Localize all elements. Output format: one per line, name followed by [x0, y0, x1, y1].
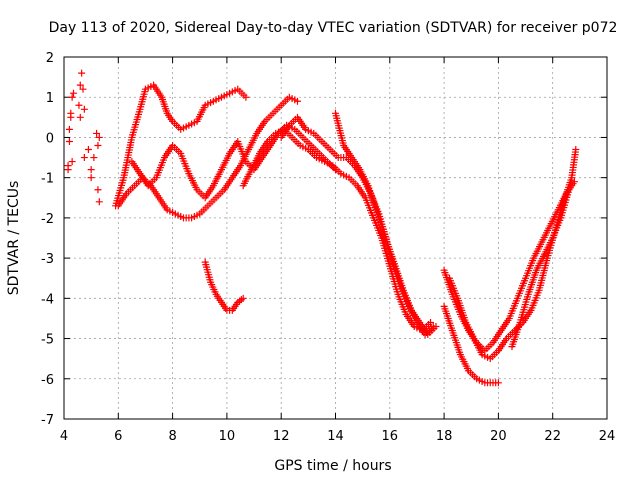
series-9 — [446, 146, 580, 363]
y-tick-label: -6 — [41, 373, 54, 388]
x-tick-label: 6 — [114, 429, 122, 444]
series-3 — [128, 121, 339, 202]
x-tick-label: 10 — [219, 429, 236, 444]
data-point — [78, 69, 86, 77]
x-tick-label: 24 — [599, 429, 616, 444]
data-marks — [64, 69, 580, 387]
y-tick-label: 1 — [46, 91, 54, 106]
y-tick-label: -1 — [41, 172, 54, 187]
data-point — [242, 93, 250, 101]
data-point — [95, 198, 103, 206]
data-point — [70, 89, 78, 97]
series-2 — [114, 93, 301, 222]
data-point — [76, 113, 84, 121]
data-point — [90, 154, 98, 162]
y-tick-label: 2 — [46, 51, 54, 66]
data-point — [94, 186, 102, 194]
series-1 — [112, 81, 250, 210]
series-6 — [277, 113, 440, 339]
x-tick-label: 18 — [436, 429, 453, 444]
data-point — [95, 133, 103, 141]
x-tick-label: 16 — [382, 429, 399, 444]
data-point — [494, 379, 502, 387]
data-point — [87, 174, 95, 182]
data-point — [75, 101, 83, 109]
data-point — [84, 146, 92, 154]
data-point — [570, 178, 578, 186]
plot-frame — [63, 56, 608, 420]
data-point — [94, 141, 102, 149]
series-11 — [508, 186, 573, 351]
data-point — [67, 109, 75, 117]
x-tick-label: 20 — [490, 429, 507, 444]
series-7 — [440, 178, 578, 355]
x-tick-label: 4 — [60, 429, 68, 444]
y-tick-label: -4 — [41, 292, 54, 307]
series-10 — [201, 258, 247, 314]
data-point — [76, 81, 84, 89]
data-point — [79, 85, 87, 93]
data-point — [68, 158, 76, 166]
data-point — [65, 125, 73, 133]
y-tick-label: -2 — [41, 212, 54, 227]
data-point — [93, 129, 101, 137]
y-tick-label: -5 — [41, 333, 54, 348]
data-point — [572, 146, 580, 154]
x-tick-label: 14 — [327, 429, 344, 444]
data-point — [65, 137, 73, 145]
series-0 — [64, 69, 103, 206]
x-tick-label: 22 — [544, 429, 561, 444]
x-axis-label: GPS time / hours — [274, 458, 391, 474]
series-4 — [239, 125, 435, 335]
x-tick-label: 8 — [168, 429, 176, 444]
data-point — [427, 318, 435, 326]
data-point — [293, 97, 301, 105]
chart-title: Day 113 of 2020, Sidereal Day-to-day VTE… — [49, 20, 618, 36]
y-tick-label: -7 — [41, 413, 54, 428]
data-point — [80, 105, 88, 113]
data-point — [87, 166, 95, 174]
data-point — [565, 186, 573, 194]
y-tick-label: -3 — [41, 252, 54, 267]
series-8 — [440, 302, 502, 387]
grid — [64, 57, 607, 419]
x-tick-label: 12 — [273, 429, 290, 444]
data-point — [432, 322, 440, 330]
data-point — [80, 154, 88, 162]
y-axis-label: SDTVAR / TECUs — [6, 181, 22, 296]
data-point — [239, 294, 247, 302]
data-point — [68, 93, 76, 101]
data-point — [64, 162, 72, 170]
y-tick-label: 0 — [46, 131, 54, 146]
